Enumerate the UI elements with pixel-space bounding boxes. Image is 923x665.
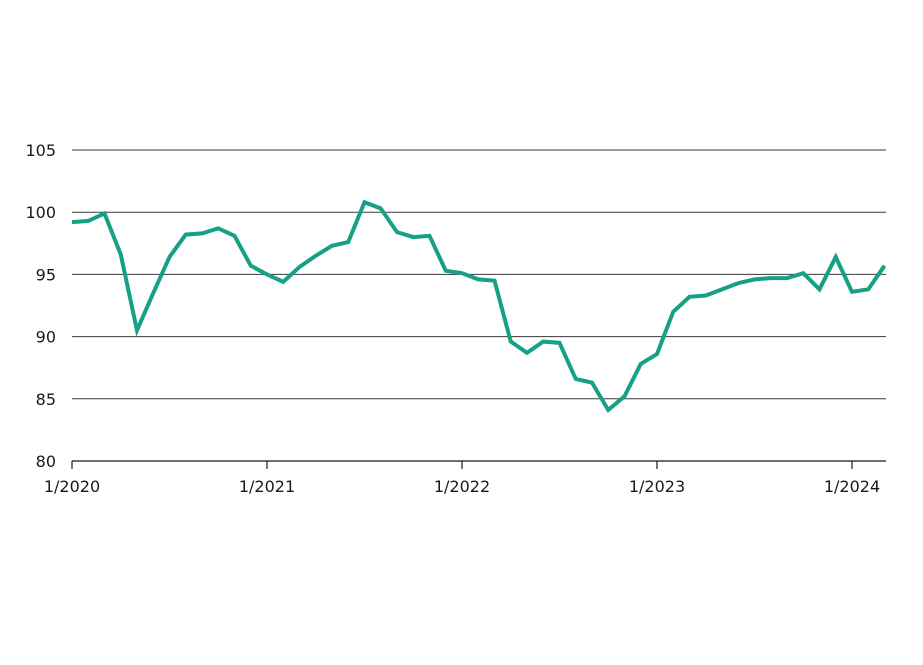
y-tick-label-80: 80 — [36, 452, 56, 471]
grid-lines — [72, 149, 886, 400]
y-tick-label-85: 85 — [36, 390, 56, 409]
y-axis-tick-labels: 80 85 90 95 100 105 — [25, 141, 56, 471]
x-tick-label-1-2024: 1/2024 — [824, 477, 880, 496]
series-layer — [71, 199, 887, 414]
y-tick-label-100: 100 — [25, 203, 56, 222]
x-tick-label-1-2022: 1/2022 — [434, 477, 490, 496]
x-tick-label-1-2023: 1/2023 — [629, 477, 685, 496]
y-tick-label-95: 95 — [36, 265, 56, 284]
y-tick-label-90: 90 — [36, 328, 56, 347]
x-tick-label-1-2021: 1/2021 — [239, 477, 295, 496]
x-axis-tick-labels: 1/2020 1/2021 1/2022 1/2023 1/2024 — [44, 477, 880, 496]
series-line-0 — [71, 199, 887, 414]
y-tick-label-105: 105 — [25, 141, 56, 160]
x-axis — [71, 460, 886, 469]
x-tick-label-1-2020: 1/2020 — [44, 477, 100, 496]
